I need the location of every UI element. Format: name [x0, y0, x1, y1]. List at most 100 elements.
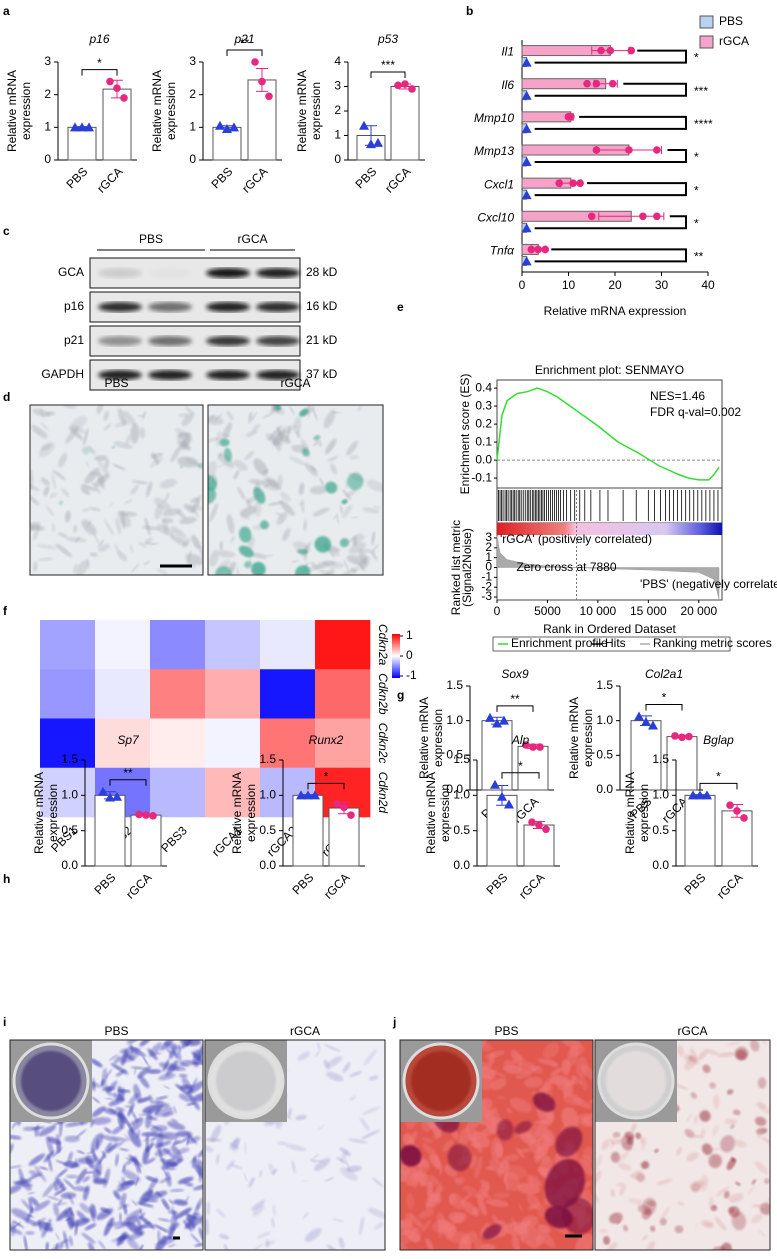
cell	[214, 566, 232, 575]
x-tick-label: PBS	[352, 164, 379, 191]
annotation: FDR q-val=0.002	[650, 405, 741, 419]
blot-band	[256, 370, 300, 380]
image-label: PBS	[104, 376, 128, 390]
cell	[75, 1129, 87, 1139]
y2-tick-label: 3	[485, 530, 492, 544]
cell	[693, 1115, 698, 1125]
cell	[616, 1220, 621, 1225]
cell	[317, 438, 322, 447]
well-inner	[21, 1051, 81, 1111]
cell	[58, 453, 68, 468]
cell	[82, 427, 89, 446]
cell	[506, 1153, 519, 1161]
cell	[336, 1157, 348, 1165]
cell	[706, 1049, 720, 1056]
cell	[429, 1174, 439, 1183]
cell	[186, 1102, 196, 1106]
cell	[105, 1097, 114, 1100]
cell	[38, 1125, 56, 1137]
cell	[101, 1150, 107, 1159]
blot-band	[98, 268, 142, 278]
y-tick-label: 0.4	[475, 380, 492, 394]
cell	[75, 536, 81, 543]
data-point	[528, 818, 536, 826]
y-tick-label: 1	[334, 128, 341, 142]
cell	[340, 1167, 358, 1181]
cell	[134, 1067, 137, 1075]
cell	[38, 557, 53, 562]
cell	[123, 410, 136, 426]
cell	[751, 1213, 763, 1224]
cell	[724, 1118, 738, 1125]
cell	[277, 424, 297, 435]
cell	[315, 1050, 320, 1057]
significance-bracket	[226, 49, 263, 56]
cell	[332, 1218, 344, 1223]
cell	[598, 1228, 609, 1234]
cell	[425, 1238, 434, 1250]
cell	[465, 1122, 470, 1131]
y-tick-label: 1.5	[453, 752, 470, 766]
cell	[10, 1208, 30, 1220]
cell	[282, 528, 291, 542]
cell	[709, 1082, 716, 1089]
significance: *	[662, 691, 667, 705]
chart-title: Sp7	[117, 733, 140, 747]
cell	[36, 544, 57, 550]
cell	[121, 1176, 126, 1187]
cell	[287, 1107, 292, 1118]
cell	[326, 1244, 338, 1250]
heatmap-cell	[260, 620, 316, 670]
significance: *	[97, 56, 102, 70]
cell	[67, 1193, 75, 1205]
cell	[27, 1192, 36, 1195]
cell	[223, 447, 232, 462]
cell	[117, 408, 127, 426]
cell	[154, 1148, 172, 1157]
cell	[654, 1148, 659, 1153]
bar	[630, 720, 662, 791]
panel-label: i	[3, 1015, 6, 1029]
cell	[619, 1184, 627, 1196]
cell	[61, 488, 70, 497]
cell	[175, 1207, 192, 1219]
cell	[92, 1077, 96, 1088]
cell	[162, 1158, 166, 1166]
cell	[49, 491, 55, 499]
cell	[373, 505, 382, 509]
cell	[482, 1224, 502, 1240]
cell	[579, 1076, 588, 1091]
cell	[436, 1212, 446, 1226]
heatmap-cell	[315, 620, 371, 670]
cell	[603, 1235, 610, 1245]
cell	[296, 431, 301, 439]
cell	[117, 1204, 130, 1210]
cell	[686, 1152, 699, 1162]
cell	[82, 1176, 91, 1183]
cell	[520, 1215, 539, 1228]
data-point	[695, 790, 705, 800]
cell	[111, 1136, 129, 1142]
micrograph	[205, 1040, 385, 1250]
cell	[100, 1078, 105, 1087]
y-axis-label: Relative mRNA	[295, 70, 309, 152]
cell	[616, 1182, 625, 1187]
x-tick-label: 0	[519, 278, 526, 292]
cell	[257, 1231, 271, 1239]
cell	[153, 1224, 171, 1234]
significance: ***	[381, 58, 395, 72]
cell	[13, 1220, 25, 1229]
cell	[515, 1054, 526, 1062]
cell	[45, 505, 55, 517]
cell	[250, 552, 268, 559]
data-point	[653, 212, 661, 221]
y-axis-label: expression	[46, 784, 60, 842]
cell	[595, 1170, 602, 1186]
cell	[148, 1042, 162, 1058]
y-tick-label: Mmp13	[474, 144, 514, 158]
cell	[515, 1147, 526, 1159]
cell	[56, 1168, 68, 1178]
cell	[100, 541, 104, 548]
bar	[517, 745, 549, 791]
cell	[47, 1153, 53, 1172]
